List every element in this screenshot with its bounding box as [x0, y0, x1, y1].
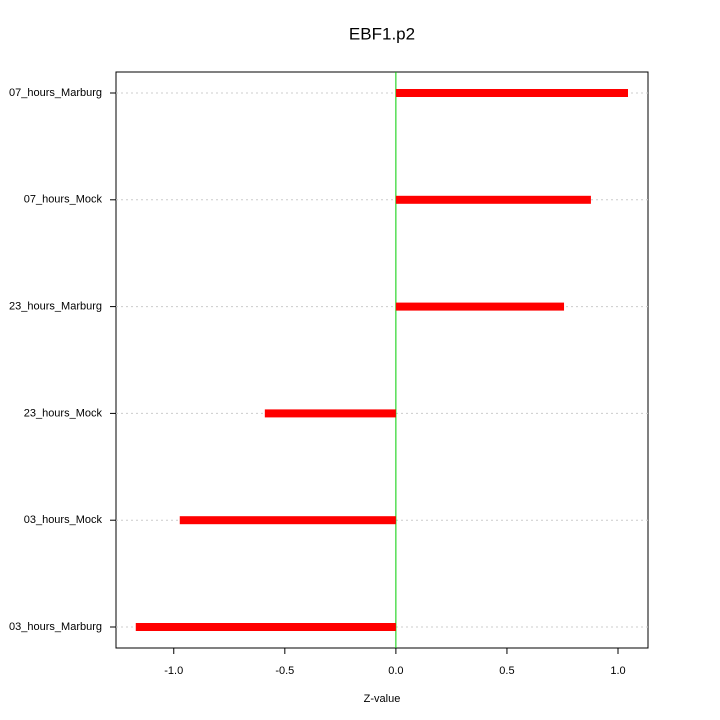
- x-tick-label: 0.5: [499, 665, 514, 677]
- x-tick-label: 0.0: [388, 665, 403, 677]
- y-tick-label: 23_hours_Mock: [24, 407, 103, 419]
- x-axis-label: Z-value: [364, 693, 401, 705]
- bar: [135, 623, 396, 631]
- chart-title: EBF1.p2: [349, 24, 415, 43]
- x-tick-label: -1.0: [164, 665, 183, 677]
- bar: [179, 516, 396, 525]
- bar: [395, 195, 591, 204]
- y-tick-label: 07_hours_Marburg: [9, 87, 102, 99]
- y-tick-label: 03_hours_Mock: [24, 514, 103, 526]
- bar: [395, 302, 565, 311]
- x-tick-label: -0.5: [275, 665, 294, 677]
- x-tick-label: 1.0: [610, 665, 625, 677]
- bar: [395, 89, 629, 97]
- y-tick-label: 03_hours_Marburg: [9, 621, 102, 633]
- y-tick-label: 07_hours_Mock: [24, 194, 103, 206]
- bar: [264, 409, 396, 418]
- y-tick-label: 23_hours_Marburg: [9, 301, 102, 313]
- plot-frame: [115, 71, 649, 649]
